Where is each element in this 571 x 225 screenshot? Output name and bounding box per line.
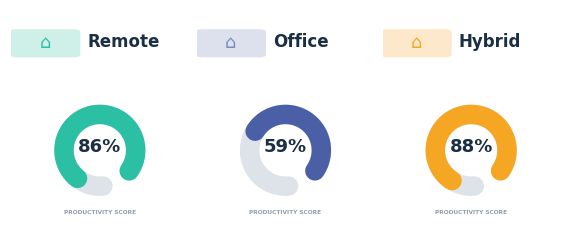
Text: 59%: 59% xyxy=(264,138,307,156)
Text: Remote: Remote xyxy=(87,33,160,51)
Text: PRODUCTIVITY SCORE: PRODUCTIVITY SCORE xyxy=(250,210,321,215)
FancyBboxPatch shape xyxy=(10,29,81,57)
FancyBboxPatch shape xyxy=(381,29,452,57)
Text: PRODUCTIVITY SCORE: PRODUCTIVITY SCORE xyxy=(64,210,136,215)
Text: ⌂: ⌂ xyxy=(225,34,236,52)
Text: Office: Office xyxy=(273,33,329,51)
Text: Hybrid: Hybrid xyxy=(459,33,521,51)
Text: 86%: 86% xyxy=(78,138,122,156)
Text: ⌂: ⌂ xyxy=(39,34,51,52)
Text: ⌂: ⌂ xyxy=(411,34,422,52)
Text: 88%: 88% xyxy=(449,138,493,156)
FancyBboxPatch shape xyxy=(195,29,266,57)
Text: PRODUCTIVITY SCORE: PRODUCTIVITY SCORE xyxy=(435,210,507,215)
